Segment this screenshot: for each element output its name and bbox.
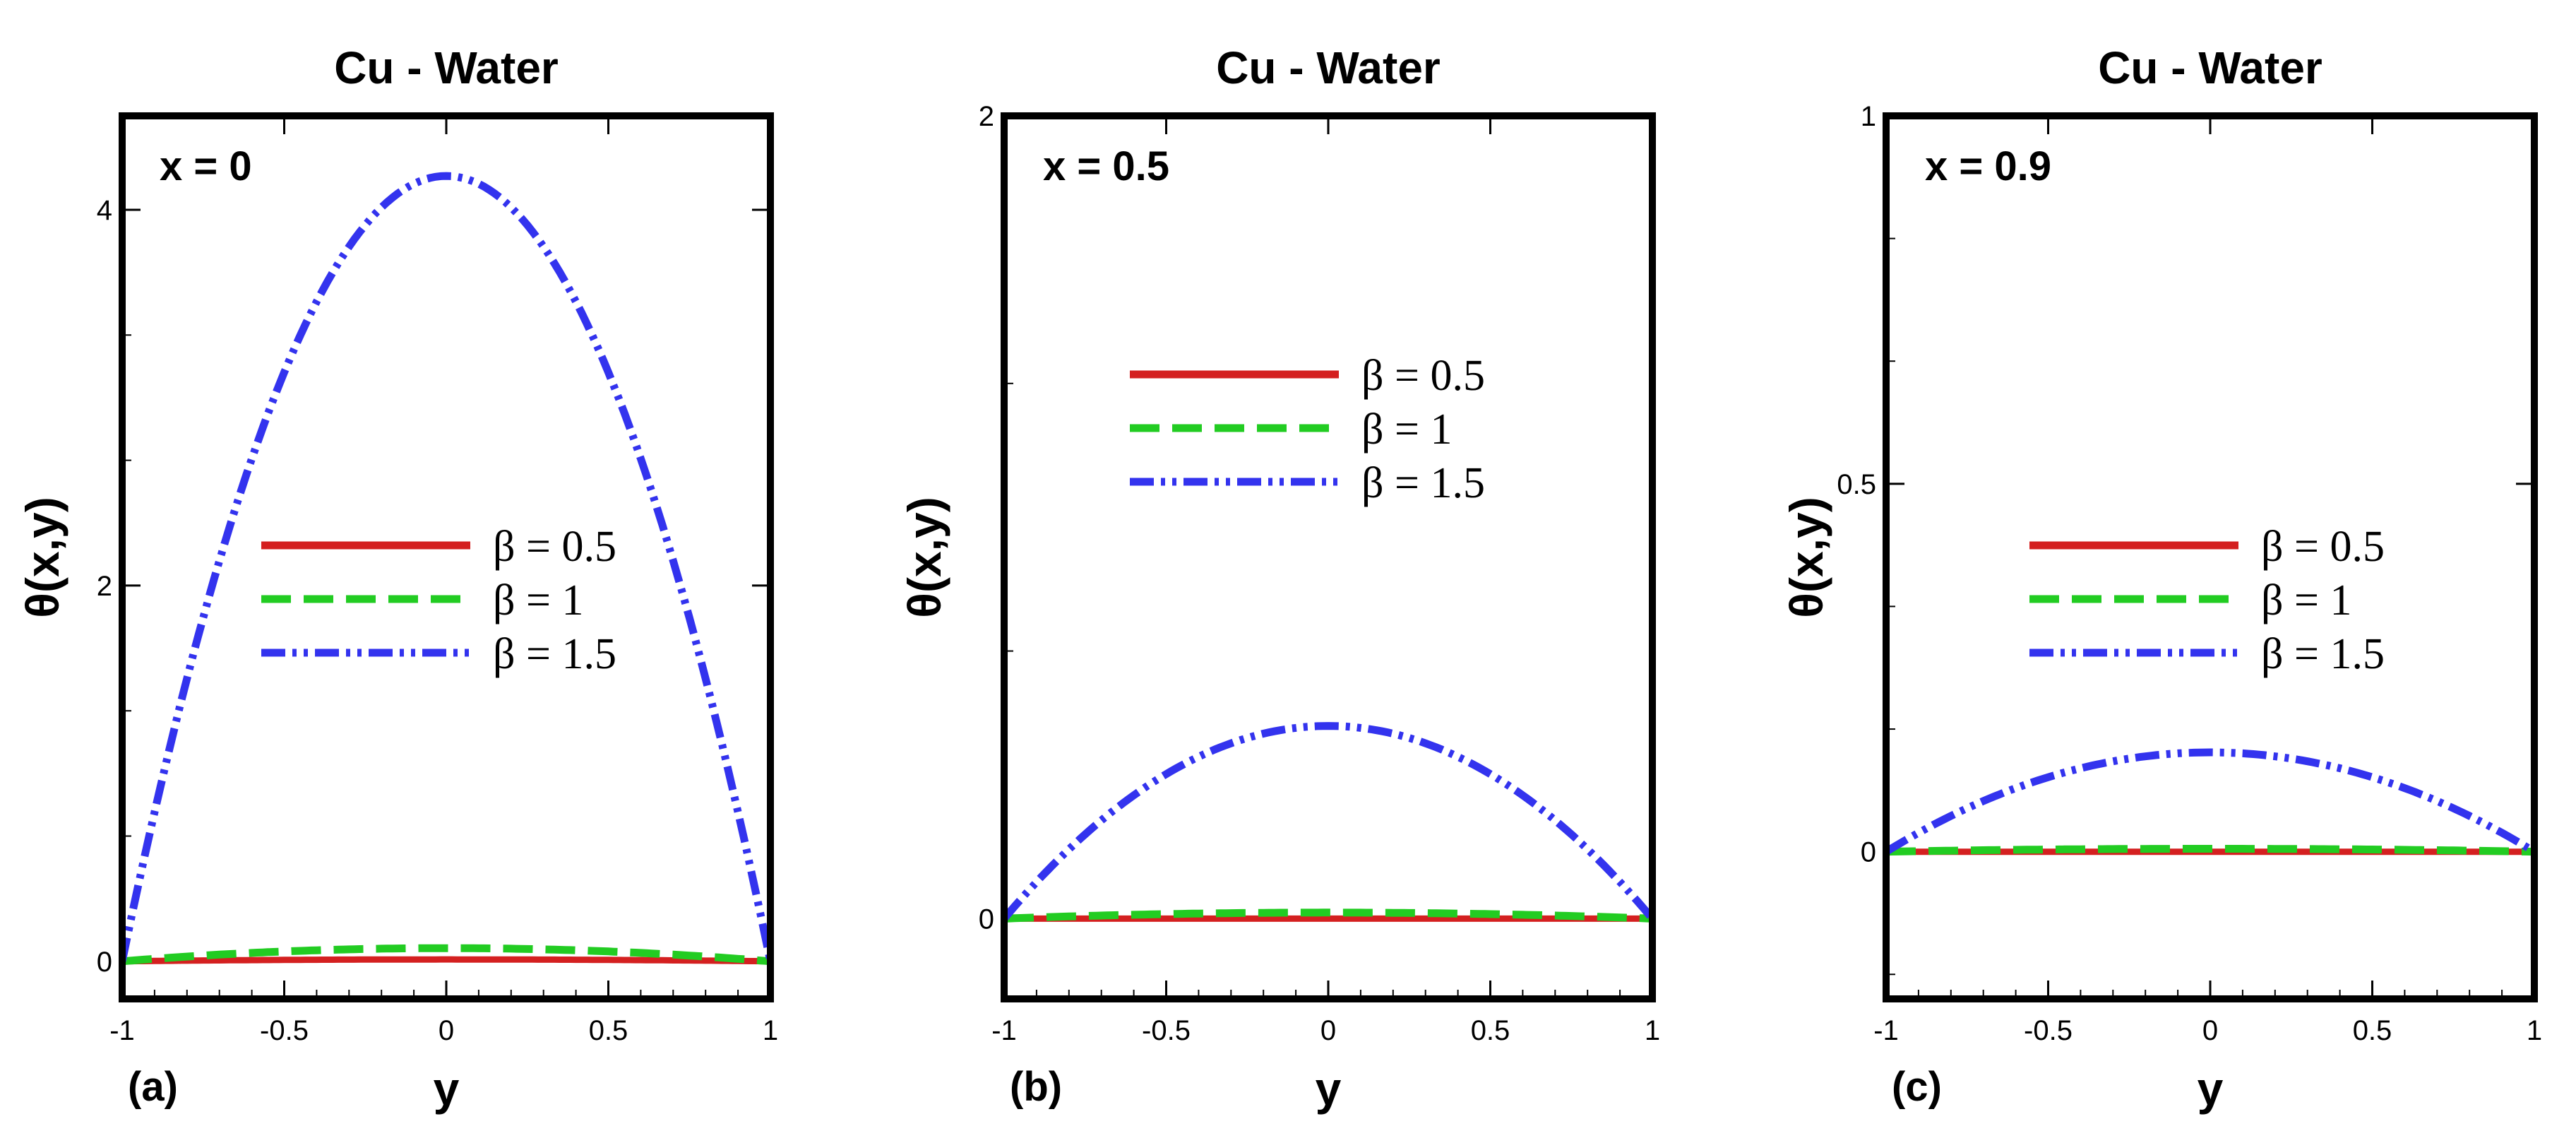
x-tick-label: 0.5 (2353, 1015, 2392, 1046)
legend: β = 0.5 β = 1 β = 1.5 (261, 523, 616, 678)
plot-frame (1883, 112, 2538, 1002)
chart-title: Cu - Water (2098, 42, 2322, 93)
series-line-1 (122, 956, 770, 965)
x-axis-label: y (434, 1062, 460, 1115)
legend-label: β = 1 (1361, 405, 1453, 454)
series-line-2 (1004, 908, 1652, 923)
x-tick-label: -1 (991, 1015, 1017, 1046)
series-line-3 (122, 172, 770, 962)
y-tick-label: 2 (97, 571, 112, 602)
y-axis-label: θ(x,y) (1780, 497, 1832, 617)
series-line-2 (122, 944, 770, 966)
y-tick-label: 0 (97, 947, 112, 978)
y-axis-ticks: 00.51 (1837, 101, 2534, 976)
x-tick-label: -0.5 (1142, 1015, 1191, 1046)
x-tick-label: -0.5 (2024, 1015, 2073, 1046)
series-curves (1004, 722, 1652, 923)
position-annotation: x = 0.5 (1043, 143, 1169, 189)
y-tick-label: 0 (1861, 837, 1876, 868)
x-tick-label: 1 (763, 1015, 778, 1046)
y-axis-ticks: 02 (979, 101, 1652, 935)
x-axis-ticks: -1 -0.5 0 0.5 1 (1873, 116, 2542, 1046)
y-tick-label: 0.5 (1837, 469, 1876, 500)
legend-label: β = 1.5 (1361, 459, 1485, 507)
x-tick-label: 0 (439, 1015, 454, 1046)
legend-label: β = 1.5 (493, 630, 616, 678)
y-axis-label: θ(x,y) (16, 497, 68, 617)
series-line-3 (1886, 748, 2534, 855)
position-annotation: x = 0 (160, 143, 252, 189)
x-tick-label: 1 (2527, 1015, 2542, 1046)
series-curves (122, 172, 770, 966)
x-tick-label: 0.5 (589, 1015, 628, 1046)
panel-label: (c) (1892, 1064, 1942, 1110)
x-tick-label: 0.5 (1471, 1015, 1510, 1046)
series-line-3 (1004, 722, 1652, 921)
x-tick-label: -1 (109, 1015, 135, 1046)
legend: β = 0.5 β = 1 β = 1.5 (2029, 523, 2385, 678)
chart-title: Cu - Water (334, 42, 559, 93)
x-axis-label: y (1316, 1062, 1342, 1115)
plot-frame (119, 112, 774, 1002)
x-tick-label: 0 (1320, 1015, 1336, 1046)
x-tick-label: -0.5 (260, 1015, 309, 1046)
x-tick-label: 0 (2202, 1015, 2218, 1046)
y-axis-label: θ(x,y) (898, 497, 950, 617)
series-line-2 (1886, 845, 2534, 856)
series-curves (1886, 748, 2534, 856)
legend-label: β = 0.5 (2261, 523, 2385, 571)
legend-label: β = 1.5 (2261, 630, 2385, 678)
panel-label: (b) (1010, 1064, 1062, 1110)
x-tick-label: 1 (1645, 1015, 1660, 1046)
y-tick-label: 0 (979, 904, 994, 935)
legend-label: β = 1 (493, 576, 584, 624)
panel-label: (a) (128, 1064, 178, 1110)
y-tick-label: 4 (97, 195, 112, 226)
position-annotation: x = 0.9 (1925, 143, 2051, 189)
y-axis-ticks: 0 2 4 (97, 195, 770, 978)
legend-label: β = 0.5 (493, 523, 616, 571)
x-axis-label: y (2198, 1062, 2224, 1115)
x-tick-label: -1 (1873, 1015, 1899, 1046)
y-tick-label: 2 (979, 101, 994, 132)
chart-panel-3: Cu - Water-1 -0.5 0 0.5 100.51x = 0.9β = 0.5… (1780, 42, 2542, 1115)
legend-label: β = 1 (2261, 576, 2352, 624)
legend: β = 0.5 β = 1 β = 1.5 (1130, 352, 1485, 507)
legend-label: β = 0.5 (1361, 352, 1485, 400)
x-axis-ticks: -1 -0.5 0 0.5 1 (991, 116, 1660, 1046)
chart-title: Cu - Water (1216, 42, 1441, 93)
plot-frame (1001, 112, 1656, 1002)
y-tick-label: 1 (1861, 101, 1876, 132)
